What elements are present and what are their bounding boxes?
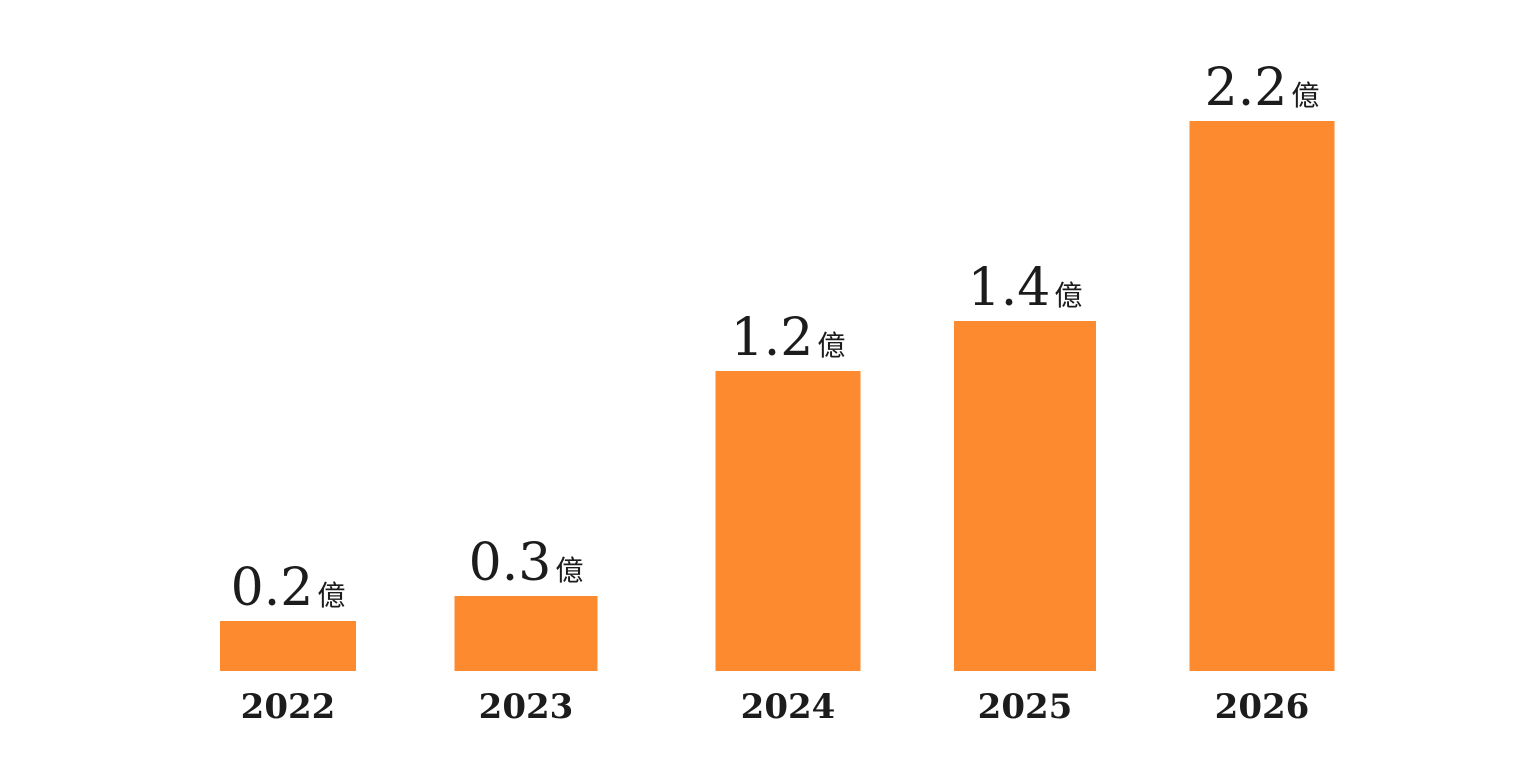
- value-unit: 億: [1291, 79, 1319, 112]
- bars-layer: [220, 121, 1335, 671]
- value-number: 0.3: [469, 533, 552, 593]
- value-unit: 億: [555, 554, 583, 587]
- x-tick-2023: 2023: [479, 687, 574, 727]
- value-unit: 億: [817, 329, 845, 362]
- x-tick-2025: 2025: [978, 687, 1073, 727]
- value-label-2024: 1.2 億: [731, 308, 846, 368]
- x-tick-2024: 2024: [741, 687, 836, 727]
- value-number: 2.2: [1205, 58, 1288, 118]
- x-tick-2026: 2026: [1215, 687, 1310, 727]
- value-labels-layer: 0.2 億0.3 億1.2 億1.4 億2.2 億: [231, 58, 1320, 618]
- value-number: 1.2: [731, 308, 814, 368]
- bar-2026: [1189, 121, 1335, 671]
- value-number: 1.4: [968, 258, 1051, 318]
- value-unit: 億: [1054, 279, 1082, 312]
- bar-2023: [454, 596, 598, 671]
- bar-2024: [715, 371, 861, 671]
- x-tick-labels-layer: 2022 2023 2024 2025 2026: [241, 687, 1310, 727]
- value-number: 0.2: [231, 558, 314, 618]
- value-label-2026: 2.2 億: [1205, 58, 1320, 118]
- value-label-2023: 0.3 億: [469, 533, 584, 593]
- bar-2022: [220, 621, 356, 671]
- value-label-2025: 1.4 億: [968, 258, 1083, 318]
- value-unit: 億: [317, 579, 345, 612]
- x-tick-2022: 2022: [241, 687, 336, 727]
- bar-2025: [954, 321, 1096, 671]
- value-label-2022: 0.2 億: [231, 558, 346, 618]
